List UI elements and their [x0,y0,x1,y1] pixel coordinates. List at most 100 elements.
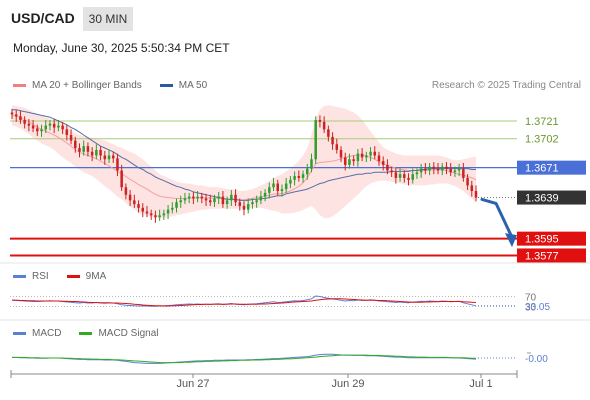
rsi-level-label: 30 [525,303,537,314]
candle-body [419,168,423,173]
candle-body [310,159,313,169]
candle-body [381,161,385,165]
candle-body [314,120,317,160]
candle-body [343,157,347,165]
candle-body [339,149,343,158]
candle-body [272,183,275,188]
candle-body [398,174,402,178]
candle-body [246,204,250,210]
macd-signal-legend-label: MACD Signal [98,328,159,339]
bollinger-band [12,105,476,219]
rsi-ma-legend-label: 9MA [85,271,107,282]
candle-body [111,155,115,159]
candle-body [171,207,174,210]
candle-body [82,146,85,152]
candle-body [436,168,440,171]
rsi-legend: RSI 9MA [13,271,106,282]
candle-body [225,200,229,205]
rsi-ma-legend-swatch [66,275,80,278]
level-label-support: 1.3595 [525,234,559,246]
candle-body [192,196,195,199]
candle-body [318,120,322,122]
candle-body [74,140,77,149]
candle-body [306,168,309,175]
level-label-current: 1.3639 [525,193,559,205]
candle-body [424,168,427,171]
candle-body [78,148,81,152]
macd-legend-label: MACD [32,328,62,339]
rsi-legend-swatch [13,275,26,278]
candle-body [209,200,212,203]
candle-body [158,215,161,218]
level-label-bg-pivot [517,160,586,175]
candle-body [259,196,263,201]
rsi-legend-label: RSI [32,271,49,282]
candle-body [154,215,157,218]
candle-body [284,183,288,190]
candle-body [373,151,377,156]
candle-body [52,123,56,128]
ma50-legend-label: MA 50 [178,80,208,91]
candle-body [141,207,145,212]
candle-body [217,196,220,199]
candle-body [48,123,52,126]
candle-body [394,172,398,178]
candle-body [280,189,284,192]
candle-body [90,151,94,156]
candle-body [297,176,301,178]
level-label-bg-support [517,231,586,246]
candle-body [255,200,258,203]
candle-body [462,168,465,178]
candle-body [137,204,140,208]
candle-body [293,176,296,180]
candle-body [23,120,26,124]
candle-body [466,177,469,186]
price-legend: MA 20 + Bollinger Bands MA 50 [13,80,207,91]
candle-body [145,211,149,214]
candle-body [369,151,372,156]
macd-signal-legend-swatch [79,332,93,335]
candle-body [432,166,436,169]
candle-body [352,159,355,162]
candle-body [356,153,360,162]
candle-body [360,153,364,158]
candle-body [453,170,457,173]
rsi-current-label: 33.05 [525,302,550,313]
level-label-bg-support [517,248,586,263]
candle-body [221,196,225,205]
candle-body [289,179,292,184]
candle-body [365,155,368,158]
candle-body [441,166,444,171]
level-label-pivot: 1.3671 [525,163,559,175]
candle-body [403,174,406,178]
x-axis-tick-label: Jun 27 [176,378,209,390]
candle-body [251,202,254,205]
candle-body [415,172,419,175]
candle-body [457,168,461,171]
candle-body [276,183,279,192]
bollinger-legend-swatch [13,84,26,87]
candle-body [322,121,326,130]
candle-body [124,187,128,195]
level-label-support: 1.3577 [525,250,559,262]
candle-body [40,129,43,132]
candle-body [242,205,246,210]
symbol-title: USD/CAD [11,10,75,26]
macd-zero-label: -0.00 [525,354,548,365]
candle-body [44,125,47,130]
candle-body [348,159,351,165]
level-label-resistance: 1.3721 [525,116,559,128]
candle-body [449,168,452,173]
candle-body [103,155,107,160]
candle-body [116,158,119,171]
macd-legend-swatch [13,332,26,335]
candle-body [149,213,153,216]
forecast-arrow [480,197,513,237]
candle-body [27,123,31,126]
candle-body [95,149,98,156]
timeframe-badge[interactable]: 30 MIN [83,7,133,31]
candle-body [470,185,474,192]
chart-datetime: Monday, June 30, 2025 5:50:34 PM CET [13,41,230,55]
